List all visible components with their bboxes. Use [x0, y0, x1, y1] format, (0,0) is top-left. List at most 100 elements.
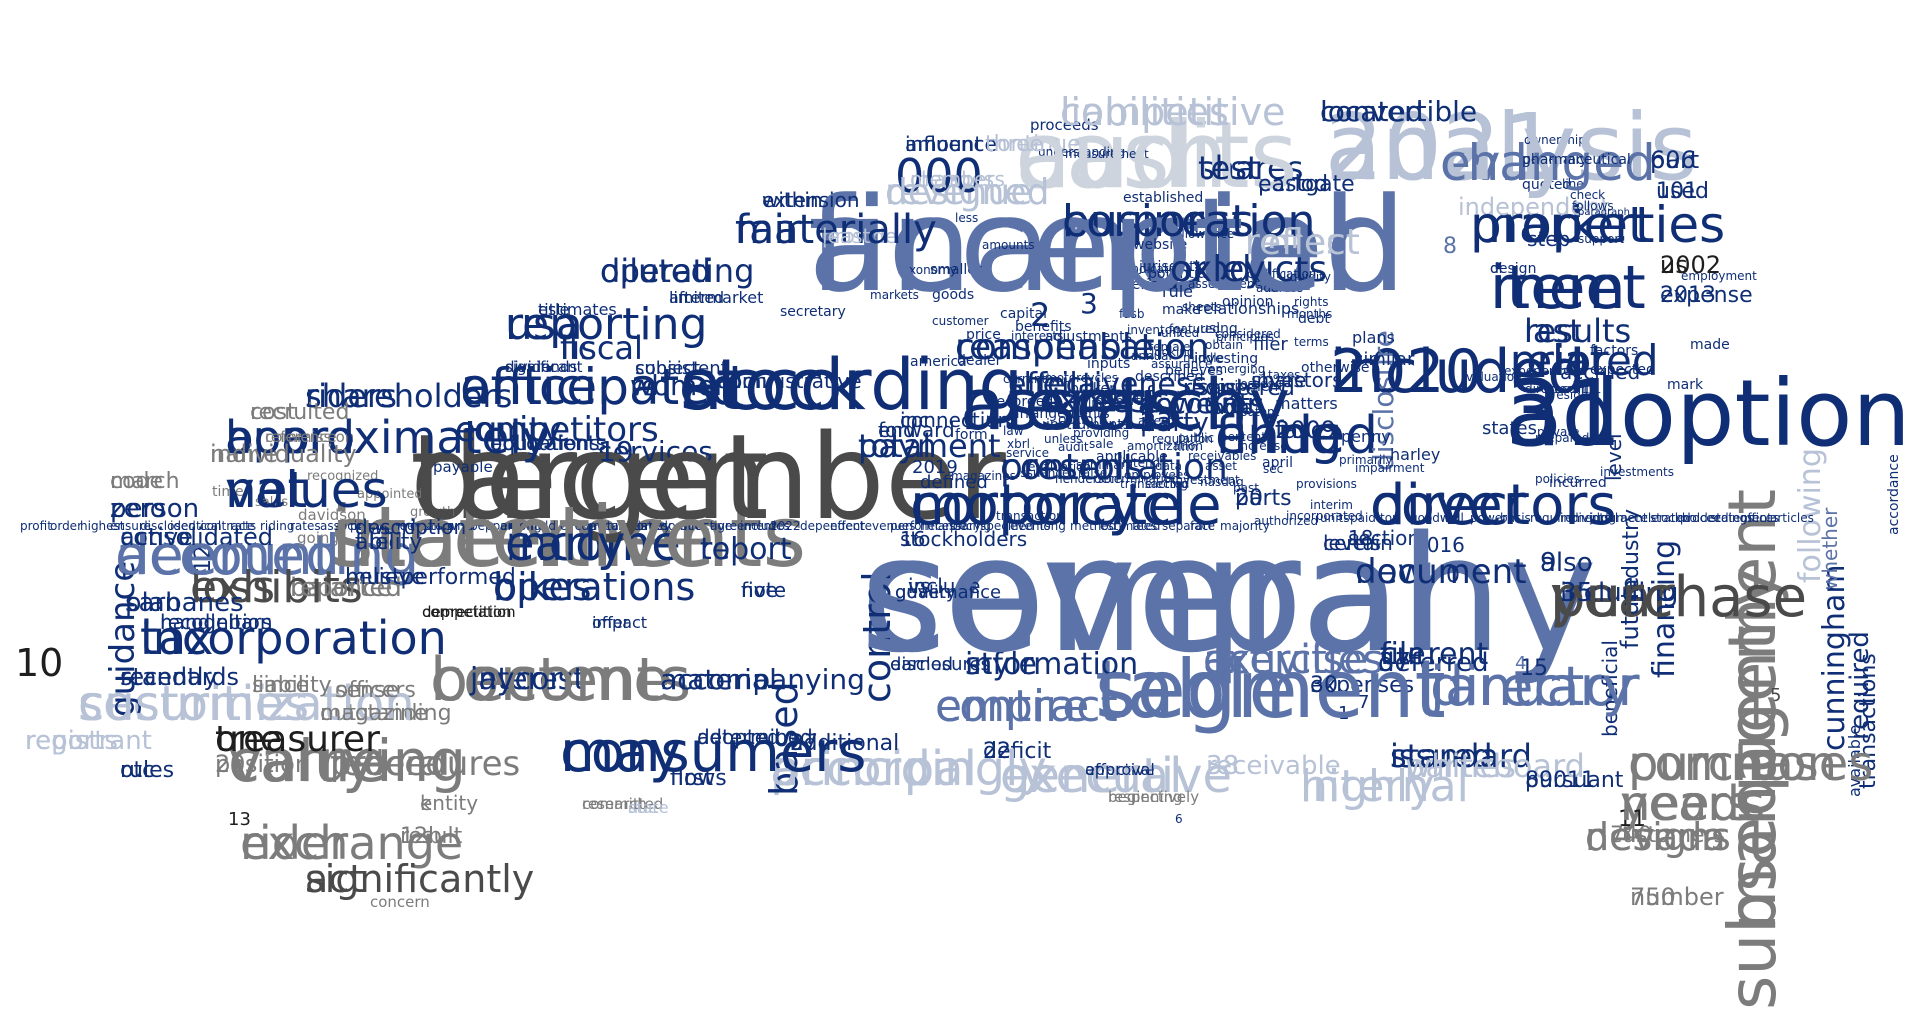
cloud-word: plan [125, 588, 182, 618]
cloud-word: april [1262, 455, 1294, 471]
cloud-word: audit [1058, 440, 1089, 454]
cloud-word: equivalents [490, 431, 607, 455]
cloud-word: interests [1011, 329, 1064, 343]
cloud-word: support [1578, 232, 1625, 246]
cloud-word: america [910, 354, 967, 370]
cloud-word: believe [345, 565, 425, 590]
cloud-word: assurance [1151, 357, 1213, 371]
cloud-word: march [110, 469, 180, 494]
cloud-word: 101 [1656, 179, 1698, 204]
cloud-word: patent [1240, 405, 1280, 419]
cloud-word: located [1320, 95, 1424, 128]
cloud-word: general [1000, 748, 1183, 804]
cloud-word: secretary [780, 304, 846, 320]
cloud-word: relationships [1197, 299, 1300, 318]
cloud-word: 18 [1348, 526, 1374, 550]
cloud-word: understanding [1038, 145, 1126, 159]
cloud-word: circumstances [560, 519, 647, 533]
cloud-word: company [860, 501, 1598, 688]
cloud-word: time [212, 484, 244, 500]
cloud-word: measurement [1065, 147, 1149, 161]
cloud-word: number [1630, 883, 1724, 911]
cloud-word: judgment [1590, 511, 1648, 525]
cloud-word: share [1251, 368, 1307, 392]
cloud-word: statements [330, 488, 807, 586]
cloud-word: believes [1165, 363, 1224, 379]
cloud-word: administrative [717, 369, 862, 393]
cloud-word: used [1656, 179, 1709, 204]
cloud-word: operations [493, 565, 696, 609]
cloud-word: women [630, 369, 733, 402]
cloud-word: reported [290, 573, 402, 603]
cloud-word: board [225, 411, 355, 464]
cloud-word: 12b [400, 824, 442, 849]
cloud-word: 13 [228, 809, 251, 830]
cloud-word: competitors [455, 410, 659, 450]
cloud-word: transaction [996, 509, 1064, 523]
cloud-word: xbrl [1007, 437, 1030, 451]
cloud-word: looking [1151, 345, 1195, 359]
cloud-word: form [955, 427, 988, 443]
cloud-word: check [1570, 188, 1606, 202]
cloud-word: business [1062, 196, 1254, 247]
cloud-word: several [860, 501, 1444, 688]
cloud-word: principles [1216, 330, 1275, 344]
cloud-word: estimated [1100, 519, 1161, 533]
cloud-word: using [1200, 321, 1238, 337]
cloud-word: governance [895, 582, 1002, 603]
cloud-word: investors [1251, 368, 1343, 392]
cloud-word: 4 [1515, 653, 1527, 674]
cloud-word: new [1355, 552, 1426, 592]
cloud-word: expense [1660, 283, 1753, 308]
cloud-word: fasc [1275, 416, 1324, 444]
cloud-word: recognized [307, 469, 379, 484]
cloud-word: hierarchy [960, 364, 1291, 446]
cloud-word: zero [110, 494, 166, 524]
cloud-word: cover [1370, 473, 1526, 538]
cloud-word: harley [1390, 445, 1441, 464]
cloud-word: period [1258, 172, 1329, 197]
cloud-word: amounts [982, 238, 1035, 252]
cloud-word: file [1380, 637, 1426, 672]
cloud-word: option [1058, 412, 1103, 428]
cloud-word: nasdaq [1200, 475, 1244, 489]
cloud-word: investment [1172, 473, 1240, 487]
cloud-word: providing [1073, 426, 1130, 440]
cloud-word: net [225, 461, 308, 519]
cloud-word: rates [290, 519, 321, 533]
cloud-word: directors [1370, 473, 1617, 538]
cloud-word: properties [1470, 196, 1726, 254]
cloud-word: owner [440, 519, 478, 533]
cloud-word: described [1135, 369, 1204, 385]
cloud-word: sales [255, 495, 289, 510]
cloud-word: principal [770, 741, 977, 797]
cloud-word: currently [1003, 372, 1057, 386]
cloud-word: growth [410, 505, 456, 520]
cloud-word: incurred [1549, 475, 1607, 491]
cloud-word: going [297, 529, 339, 547]
cloud-word: property [1096, 394, 1148, 408]
cloud-word: chief [1100, 383, 1154, 408]
cloud-word: 29 [215, 750, 246, 778]
cloud-word: public [1178, 431, 1215, 445]
cloud-word: controls [1000, 447, 1144, 488]
cloud-word: highest [80, 519, 125, 533]
cloud-word: segment [1095, 643, 1446, 736]
cloud-word: usa [505, 299, 583, 350]
cloud-word: subject [635, 358, 701, 379]
cloud-word: upon [717, 369, 768, 393]
cloud-word: unless [1044, 432, 1083, 446]
cloud-word: entity [420, 791, 479, 815]
cloud-word: stock [680, 344, 866, 426]
cloud-word: current [1380, 637, 1489, 672]
cloud-word: experience [1504, 364, 1571, 378]
cloud-word: deferred [1378, 648, 1489, 678]
cloud-word: members [910, 167, 1005, 191]
cloud-word: accumulated [590, 519, 668, 533]
cloud-word: power [1470, 511, 1508, 525]
cloud-word: meet [1490, 253, 1646, 323]
cloud-word: states [1482, 418, 1537, 439]
cloud-word: express [1040, 382, 1164, 420]
cloud-word: products [1170, 249, 1328, 290]
cloud-word: carrying [228, 727, 467, 795]
